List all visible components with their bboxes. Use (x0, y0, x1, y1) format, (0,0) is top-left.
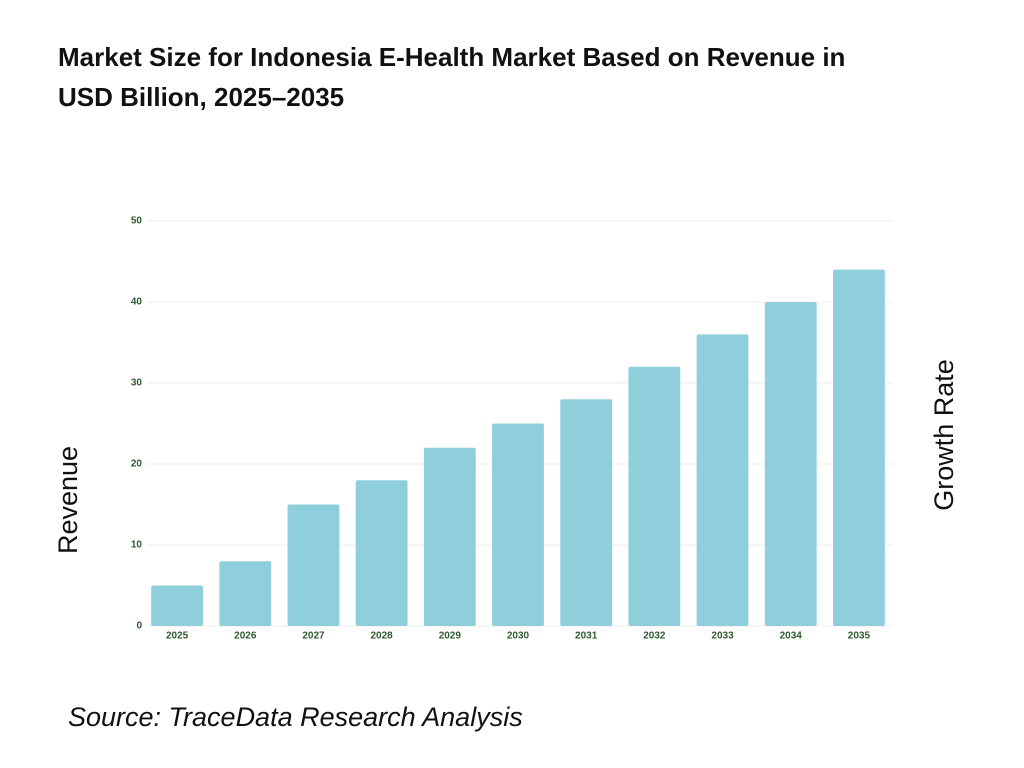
x-tick-label: 2028 (371, 631, 394, 642)
bar (833, 269, 885, 626)
bar (287, 504, 340, 626)
x-tick-label: 2030 (507, 631, 530, 642)
bar (492, 423, 544, 626)
bar (355, 480, 408, 626)
x-tick-label: 2029 (439, 631, 462, 642)
y-tick-label: 20 (131, 459, 143, 470)
bar (151, 585, 203, 626)
x-tick-label: 2034 (780, 631, 803, 642)
bar (696, 334, 749, 626)
y-tick-label: 40 (131, 297, 143, 308)
bar (628, 366, 681, 626)
y-tick-label: 10 (131, 540, 143, 551)
chart-title: Market Size for Indonesia E-Health Marke… (58, 42, 845, 112)
y-tick-label: 0 (136, 621, 142, 632)
x-tick-label: 2033 (711, 631, 734, 642)
x-tick-label: 2026 (234, 631, 257, 642)
x-tick-label: 2025 (166, 631, 189, 642)
bar (423, 447, 476, 626)
y-tick-label: 30 (131, 378, 143, 389)
x-tick-label: 2027 (302, 631, 325, 642)
source-note: Source: TraceData Research Analysis (68, 702, 523, 732)
bar (219, 561, 272, 626)
x-tick-label: 2031 (575, 631, 598, 642)
x-tick-label: 2035 (848, 631, 871, 642)
bar (560, 399, 613, 626)
y2-axis-label: Growth Rate (929, 359, 959, 511)
x-tick-label: 2032 (643, 631, 666, 642)
y-tick-label: 50 (131, 216, 143, 227)
bar (764, 302, 817, 626)
y-axis-label: Revenue (53, 446, 83, 554)
